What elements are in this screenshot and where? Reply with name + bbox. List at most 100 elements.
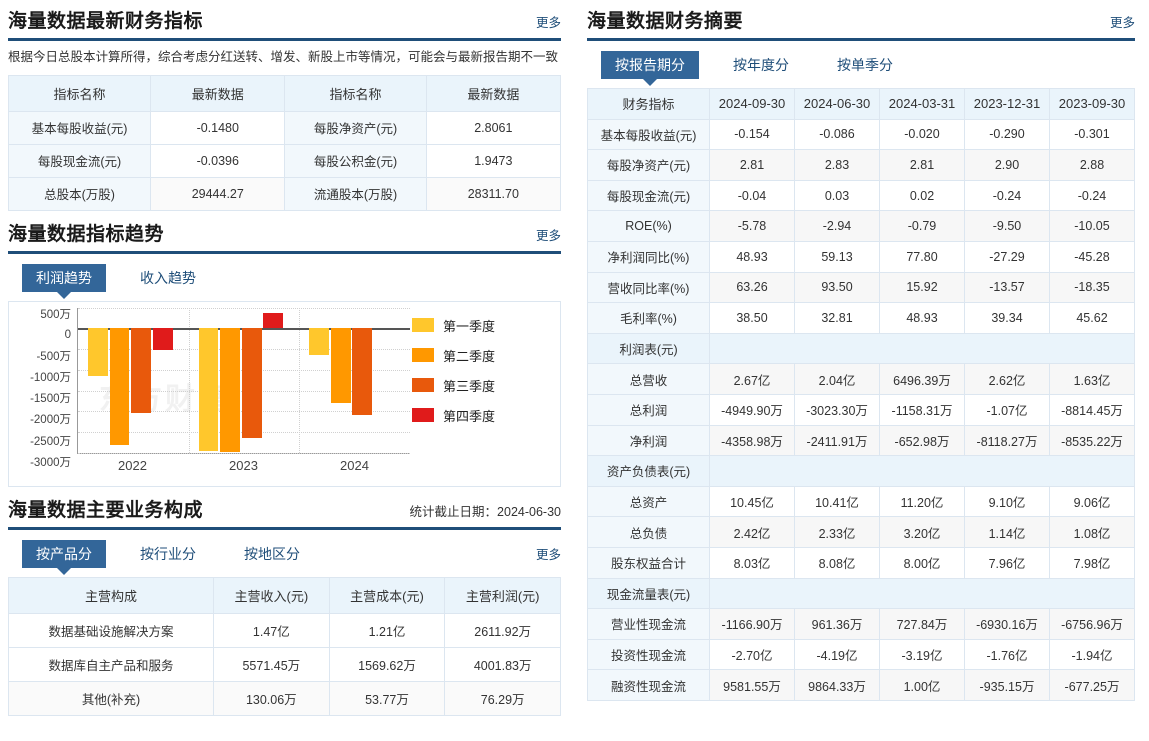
metric-value: 10.45亿 bbox=[709, 485, 795, 518]
chart-bar[interactable] bbox=[263, 312, 284, 329]
legend-color-swatch bbox=[412, 378, 434, 393]
metric-value: 8.00亿 bbox=[879, 546, 965, 579]
metric-value: 2.81 bbox=[879, 149, 965, 181]
metric-label: 总营收 bbox=[587, 363, 710, 395]
legend-item[interactable]: 第一季度 bbox=[412, 316, 546, 335]
column-header: 2023-09-30 bbox=[1049, 88, 1135, 120]
metric-value: 15.92 bbox=[879, 271, 965, 304]
indicator-value: -0.1480 bbox=[150, 110, 286, 145]
table-row: 总资产 10.45亿 10.41亿 11.20亿 9.10亿 9.06亿 bbox=[587, 485, 1135, 518]
metric-label: ROE(%) bbox=[587, 210, 710, 242]
chart-group-separator bbox=[188, 307, 190, 453]
tab-by-quarter[interactable]: 按单季分 bbox=[837, 57, 893, 73]
metric-value: 9.10亿 bbox=[964, 485, 1050, 518]
y-axis-tick-label: 500万 bbox=[40, 308, 71, 321]
column-header: 指标名称 bbox=[7, 74, 152, 112]
column-header: 主营构成 bbox=[8, 576, 214, 614]
chart-bar[interactable] bbox=[152, 328, 173, 351]
tab-by-region[interactable]: 按地区分 bbox=[244, 545, 300, 562]
business-more-link[interactable]: 更多 bbox=[535, 548, 561, 563]
metric-value: -0.020 bbox=[879, 118, 965, 151]
metric-label: 每股净资产(元) bbox=[587, 149, 710, 181]
chart-bar[interactable] bbox=[198, 328, 219, 452]
profit-trend-chart: 东方财富 500万 0 -500万 -1000万 -1500万 -2000万 -2500万 -… bbox=[8, 300, 561, 487]
business-cost: 53.77万 bbox=[328, 680, 446, 716]
metric-value: 48.93 bbox=[709, 240, 795, 273]
business-title: 海量数据主要业务构成 bbox=[8, 499, 204, 521]
indicator-value: 29444.27 bbox=[150, 176, 286, 211]
legend-item[interactable]: 第三季度 bbox=[412, 376, 546, 395]
metric-value: -27.29 bbox=[964, 240, 1050, 273]
chart-bar[interactable] bbox=[309, 328, 330, 356]
business-segment-name: 其他(补充) bbox=[8, 680, 214, 716]
metric-value: 1.63亿 bbox=[1049, 363, 1135, 395]
metric-value: 2.67亿 bbox=[709, 363, 795, 395]
metric-value: -0.04 bbox=[709, 179, 795, 212]
latest-indicators-description: 根据今日总股本计算所得，综合考虑分红送转、增发、新股上市等情况，可能会与最新报告… bbox=[8, 50, 559, 64]
metric-value: -8118.27万 bbox=[964, 424, 1050, 457]
table-row: 融资性现金流 9581.55万 9864.33万 1.00亿 -935.15万 -677.… bbox=[587, 669, 1135, 701]
table-group-row: 利润表(元) bbox=[587, 332, 1135, 365]
chart-bar[interactable] bbox=[87, 328, 108, 377]
summary-more-link[interactable]: 更多 bbox=[1109, 16, 1135, 30]
table-group-row: 资产负债表(元) bbox=[587, 455, 1135, 487]
indicator-value: -0.0396 bbox=[150, 143, 286, 178]
chart-bar[interactable] bbox=[131, 328, 151, 413]
latest-indicators-more-link[interactable]: 更多 bbox=[535, 16, 561, 30]
section-indicator-trend: 海量数据指标趋势 更多 利润趋势 收入趋势 东方财富 500万 0 -500万 -10… bbox=[8, 224, 561, 487]
table-row: 营业性现金流 -1166.90万 961.36万 727.84万 -6930.16万 -6… bbox=[587, 608, 1135, 640]
tab-by-year[interactable]: 按年度分 bbox=[733, 57, 789, 73]
metric-value: 1.14亿 bbox=[964, 516, 1050, 548]
metric-value: -0.301 bbox=[1049, 118, 1135, 151]
metric-value: -2.94 bbox=[794, 210, 880, 242]
trend-tabs: 利润趋势 收入趋势 bbox=[22, 263, 561, 292]
metric-value: -1166.90万 bbox=[709, 608, 795, 640]
chart-bar[interactable] bbox=[352, 328, 373, 416]
metric-value: 1.08亿 bbox=[1049, 516, 1135, 548]
metric-label: 营业性现金流 bbox=[587, 608, 710, 640]
chart-bar[interactable] bbox=[109, 328, 130, 446]
metric-value: 38.50 bbox=[709, 302, 795, 334]
tab-revenue-trend[interactable]: 收入趋势 bbox=[140, 269, 196, 286]
metric-value: -935.15万 bbox=[964, 669, 1050, 701]
indicator-value: 28311.70 bbox=[425, 176, 562, 211]
chart-canvas: 东方财富 500万 0 -500万 -1000万 -1500万 -2000万 -2500万 -… bbox=[9, 302, 560, 486]
column-header: 2024-06-30 bbox=[794, 88, 880, 120]
trend-header: 海量数据指标趋势 更多 bbox=[8, 224, 561, 254]
metric-value: 9.06亿 bbox=[1049, 485, 1135, 518]
tab-profit-trend[interactable]: 利润趋势 bbox=[22, 263, 106, 292]
metric-value: 2.62亿 bbox=[964, 363, 1050, 395]
column-header: 最新数据 bbox=[150, 74, 286, 112]
group-label: 利润表(元) bbox=[587, 332, 710, 365]
chart-x-axis-labels: 2022 2023 2024 bbox=[77, 458, 410, 478]
summary-table-body: 基本每股收益(元) -0.154 -0.086 -0.020 -0.290 -0.301 每… bbox=[587, 118, 1135, 701]
metric-value: -0.154 bbox=[709, 118, 795, 151]
table-row: 总股本(万股) 29444.27 流通股本(万股) 28311.70 bbox=[7, 176, 562, 211]
chart-bar[interactable] bbox=[241, 328, 262, 439]
legend-item[interactable]: 第四季度 bbox=[412, 406, 546, 425]
metric-label: 净利润同比(%) bbox=[587, 240, 710, 273]
table-row: 股东权益合计 8.03亿 8.08亿 8.00亿 7.96亿 7.98亿 bbox=[587, 546, 1135, 579]
metric-value: -4949.90万 bbox=[709, 393, 795, 426]
legend-color-swatch bbox=[412, 318, 434, 333]
business-revenue: 5571.45万 bbox=[213, 646, 330, 682]
trend-more-link[interactable]: 更多 bbox=[535, 228, 561, 243]
table-row: 净利润 -4358.98万 -2411.91万 -652.98万 -8118.27万 -8… bbox=[587, 424, 1135, 457]
metric-value: 11.20亿 bbox=[879, 485, 965, 518]
tab-by-product[interactable]: 按产品分 bbox=[22, 539, 106, 568]
right-column: 海量数据财务摘要 更多 按报告期分 按年度分 按单季分 财务指标 2024-09-… bbox=[575, 0, 1149, 741]
tab-by-report-period[interactable]: 按报告期分 bbox=[601, 51, 699, 79]
table-row: 总营收 2.67亿 2.04亿 6496.39万 2.62亿 1.63亿 bbox=[587, 363, 1135, 395]
tab-by-industry[interactable]: 按行业分 bbox=[140, 545, 196, 562]
chart-bar[interactable] bbox=[330, 328, 351, 403]
group-label: 现金流量表(元) bbox=[587, 577, 710, 610]
group-spacer bbox=[709, 455, 1135, 487]
chart-bar[interactable] bbox=[220, 328, 241, 453]
financial-summary-table: 财务指标 2024-09-30 2024-06-30 2024-03-31 2023-1… bbox=[587, 88, 1135, 701]
metric-value: 961.36万 bbox=[794, 608, 880, 640]
summary-tabs: 按报告期分 按年度分 按单季分 bbox=[601, 51, 1135, 79]
metric-label: 总利润 bbox=[587, 393, 710, 426]
legend-item[interactable]: 第二季度 bbox=[412, 346, 546, 365]
table-row: ROE(%) -5.78 -2.94 -0.79 -9.50 -10.05 bbox=[587, 210, 1135, 242]
